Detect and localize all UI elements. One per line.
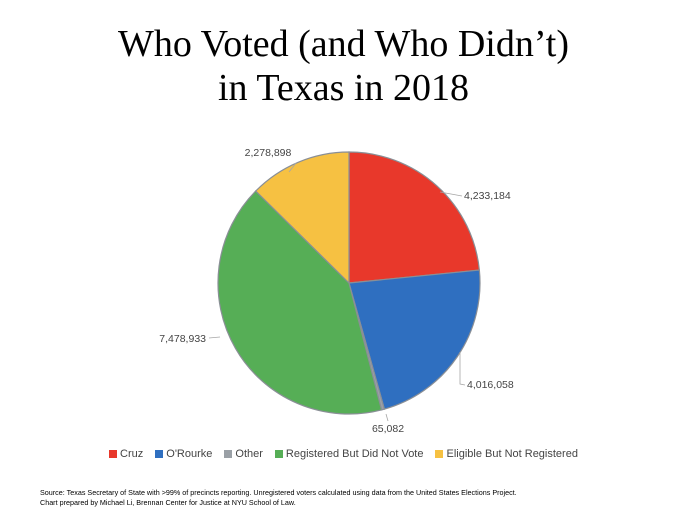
data-label-orourke: 4,016,058	[467, 379, 514, 391]
legend-item-orourke: O'Rourke	[155, 448, 212, 460]
legend-swatch-cruz	[109, 450, 118, 458]
legend-swatch-eligible-not-registered	[435, 450, 444, 458]
title-line-2: in Texas in 2018	[217, 67, 469, 109]
legend-label-cruz: Cruz	[120, 448, 144, 460]
pie-slice-eligible-not-registered	[254, 151, 350, 285]
data-label-eligible-not-registered: 2,278,898	[245, 147, 292, 159]
data-label-other: 65,082	[372, 423, 404, 435]
legend-swatch-registered-not-voted	[274, 450, 283, 458]
title-line-1: Who Voted (and Who Didn’t)	[117, 23, 570, 65]
source-line-2: Chart prepared by Michael Li, Brennan Ce…	[40, 498, 296, 507]
leader-line-eligible-not-registered	[288, 162, 297, 173]
data-label-cruz: 4,233,184	[464, 190, 511, 202]
legend-label-other: Other	[235, 448, 263, 460]
legend-swatch-orourke	[155, 450, 164, 458]
legend-label-eligible-not-registered: Eligible But Not Registered	[446, 448, 578, 460]
legend-swatch-other	[224, 450, 233, 458]
legend-item-cruz: Cruz	[109, 448, 143, 460]
legend-item-other: Other	[224, 448, 263, 460]
chart-legend: Cruz O'Rourke Other Registered But Did Not …	[0, 448, 687, 460]
leader-line-orourke	[459, 352, 466, 386]
pie-slice-cruz	[348, 151, 481, 284]
pie-slice-orourke	[348, 269, 481, 410]
legend-label-orourke: O'Rourke	[166, 448, 213, 460]
leader-line-other	[385, 413, 389, 422]
pie-chart: 4,233,184 4,016,058 65,082 7,478,933 2,278,8…	[159, 147, 514, 435]
data-label-registered-not-voted: 7,478,933	[159, 333, 206, 345]
legend-item-registered-not-voted: Registered But Did Not Vote	[274, 448, 424, 460]
pie-slice-registered-not-voted	[217, 190, 383, 415]
chart-title: Who Voted (and Who Didn’t) in Texas in 2…	[0, 22, 687, 110]
leader-line-registered-not-voted	[208, 336, 221, 339]
legend-item-eligible-not-registered: Eligible But Not Registered	[435, 448, 578, 460]
source-note: Source: Texas Secretary of State with >9…	[40, 488, 660, 508]
leader-line-cruz	[439, 191, 463, 197]
legend-label-registered-not-voted: Registered But Did Not Vote	[285, 448, 424, 460]
source-line-1: Source: Texas Secretary of State with >9…	[40, 488, 517, 497]
